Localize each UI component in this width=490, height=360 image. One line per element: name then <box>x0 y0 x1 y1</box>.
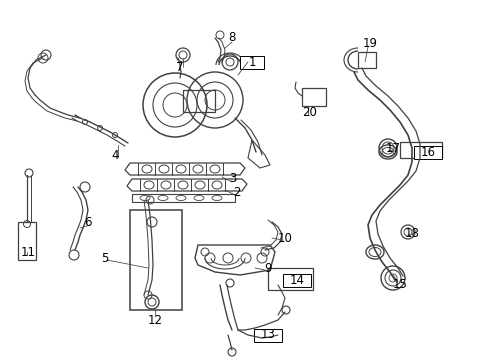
Text: 6: 6 <box>84 216 92 229</box>
Text: 20: 20 <box>302 105 318 118</box>
Text: 17: 17 <box>386 141 400 154</box>
Text: 14: 14 <box>290 274 304 287</box>
Text: 11: 11 <box>21 246 35 258</box>
Text: 4: 4 <box>111 149 119 162</box>
Text: 16: 16 <box>420 145 436 158</box>
Text: 9: 9 <box>264 261 272 274</box>
Bar <box>183 90 215 112</box>
Bar <box>268 268 313 290</box>
Text: 18: 18 <box>405 226 419 239</box>
Text: 19: 19 <box>363 36 377 50</box>
Bar <box>283 274 311 287</box>
Bar <box>302 88 326 106</box>
Text: 5: 5 <box>101 252 109 265</box>
Text: 7: 7 <box>176 60 184 73</box>
Text: 13: 13 <box>261 328 275 342</box>
Text: 1: 1 <box>248 55 256 68</box>
Bar <box>414 145 442 158</box>
Bar <box>358 52 376 68</box>
Bar <box>18 222 36 260</box>
Text: 8: 8 <box>228 31 236 44</box>
Text: 3: 3 <box>229 171 237 185</box>
Text: 12: 12 <box>147 314 163 327</box>
Text: 10: 10 <box>277 231 293 244</box>
Bar <box>130 210 182 310</box>
Bar <box>254 328 282 342</box>
Text: 2: 2 <box>233 185 241 198</box>
Text: 15: 15 <box>392 279 408 292</box>
Bar <box>400 142 442 158</box>
Bar <box>240 55 264 68</box>
